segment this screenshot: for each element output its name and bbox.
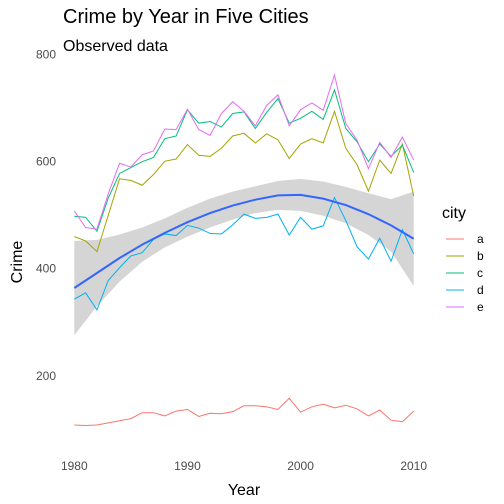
x-tick-label: 2000: [287, 459, 314, 473]
y-tick-label: 600: [36, 155, 56, 169]
confidence-band-layer: [74, 178, 414, 336]
series-layer: [73, 73, 415, 427]
smooth-layer: [73, 193, 415, 289]
chart-title: Crime by Year in Five Cities: [63, 6, 309, 28]
y-tick-label: 400: [36, 262, 56, 276]
y-tick-label: 800: [36, 48, 56, 62]
y-axis-title: Crime: [9, 241, 26, 284]
chart-subtitle: Observed data: [63, 38, 168, 55]
x-tick-label: 1990: [174, 459, 201, 473]
x-tick-label: 1980: [61, 459, 88, 473]
legend-label-e: e: [477, 300, 484, 314]
legend-label-b: b: [477, 249, 484, 263]
legend-label-d: d: [477, 283, 484, 297]
legend-title: city: [442, 205, 466, 222]
x-axis-title: Year: [228, 482, 261, 499]
legend-label-a: a: [477, 232, 484, 246]
smooth-trend-line: [73, 193, 415, 289]
confidence-band: [74, 178, 414, 336]
legend-label-c: c: [477, 266, 483, 280]
series-line-a: [74, 397, 415, 427]
y-axis-ticks: 200 400 600 800: [36, 48, 56, 383]
y-tick-label: 200: [36, 369, 56, 383]
x-tick-label: 2010: [400, 459, 427, 473]
x-axis-ticks: 1980 1990 2000 2010: [61, 459, 427, 473]
